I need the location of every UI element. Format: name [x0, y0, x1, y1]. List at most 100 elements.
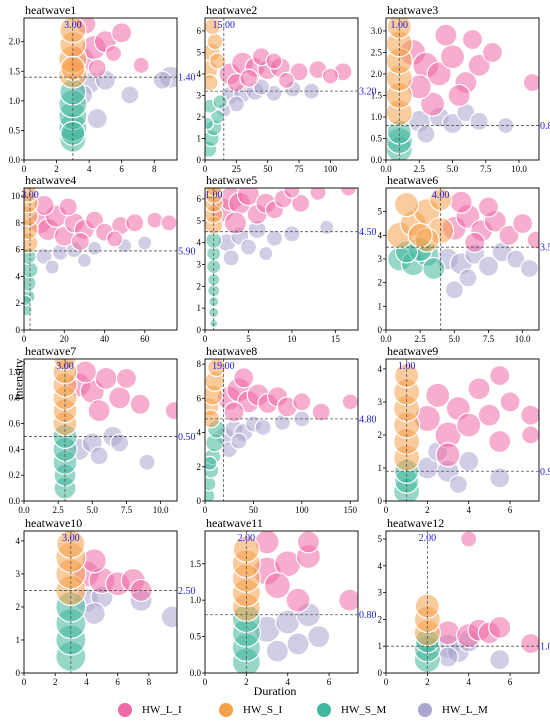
y-tick-label: 3	[197, 259, 202, 269]
bubble-point	[152, 70, 172, 90]
x-tick-label: 2	[53, 677, 58, 687]
y-tick-label: 5	[378, 207, 383, 217]
bubble-point	[205, 18, 222, 36]
bubble-point	[208, 306, 220, 319]
y-tick-label: 0	[197, 325, 202, 335]
y-axis-label: Intensity	[11, 358, 26, 401]
y-tick-label: 5	[197, 47, 202, 57]
bubble-point	[526, 230, 539, 250]
bubble-point	[458, 450, 480, 472]
reference-x-label: 3.00	[21, 190, 39, 201]
y-tick-label: 2	[378, 278, 383, 288]
bubble-point	[115, 367, 138, 389]
bubble-point	[137, 235, 153, 251]
bubble-point	[58, 197, 78, 217]
bubble-point	[425, 382, 451, 408]
reference-x-label: 3.00	[64, 20, 82, 31]
panel-title: heatwave1	[25, 3, 76, 17]
bubble-point	[223, 211, 248, 235]
bubble-point	[283, 188, 301, 199]
x-tick-label: 4	[466, 677, 471, 687]
bubble-point	[519, 258, 539, 279]
bubble-point	[108, 386, 132, 410]
bubble-point	[44, 259, 60, 275]
y-tick-label: 4	[16, 271, 21, 281]
bubble-point	[489, 467, 511, 489]
y-tick-label: 0.4	[9, 444, 21, 454]
x-tick-label: 0	[203, 164, 208, 174]
bubble-point	[76, 252, 92, 268]
bubble-point	[309, 188, 327, 201]
bubble-point	[441, 112, 464, 135]
bubble-point	[94, 366, 118, 390]
y-tick-label: 1.5	[190, 559, 202, 569]
reference-x-label: 1.00	[205, 190, 223, 201]
y-tick-label: 2	[16, 298, 21, 308]
reference-y-label: 1.00	[540, 642, 550, 653]
bubble-point	[338, 588, 358, 612]
y-tick-label: 0	[16, 325, 21, 335]
plot-frame	[204, 530, 359, 674]
bubble-point	[286, 632, 310, 656]
plot-frame	[385, 530, 540, 674]
y-tick-label: 0	[378, 496, 383, 506]
bubble-point	[209, 109, 226, 125]
bubble-point	[205, 116, 215, 131]
reference-x-label: 1.00	[398, 361, 416, 372]
x-tick-label: 15	[331, 334, 341, 344]
bubble-point	[239, 68, 259, 88]
bubble-point	[24, 188, 38, 203]
bubble-point	[277, 71, 296, 89]
x-tick-label: 10	[287, 334, 297, 344]
x-tick-label: 0.0	[380, 164, 392, 174]
y-tick-label: 3.0	[371, 26, 383, 36]
y-tick-label: 6	[197, 393, 202, 403]
y-tick-label: 0	[197, 155, 202, 165]
reference-x-label: 4.00	[432, 190, 450, 201]
y-tick-label: 4	[378, 561, 383, 571]
y-tick-label: 10	[11, 191, 21, 201]
y-tick-label: 1	[197, 133, 202, 143]
y-tick-label: 0.5	[9, 125, 21, 135]
reference-y-label: 0.80	[540, 121, 550, 132]
y-tick-label: 2.5	[371, 47, 383, 57]
y-tick-label: 1	[16, 635, 21, 645]
x-tick-label: 10.0	[153, 505, 169, 515]
plot-frame	[204, 187, 359, 331]
legend-label: HW_L_I	[142, 704, 182, 716]
bubble-point	[223, 401, 245, 423]
x-tick-label: 6	[327, 677, 332, 687]
x-tick-label: 0	[22, 164, 27, 174]
reference-x-label: 2.00	[419, 533, 437, 544]
x-tick-label: 7.5	[483, 334, 495, 344]
bubble-point	[522, 72, 539, 93]
x-tick-label: 0.0	[380, 334, 392, 344]
x-tick-label: 0.0	[18, 505, 30, 515]
bubble-point	[263, 572, 291, 600]
bubble-point	[319, 219, 335, 235]
bubble-point	[407, 222, 433, 248]
y-tick-label: 1	[197, 303, 202, 313]
bubble-group	[413, 531, 539, 673]
x-tick-label: 6	[119, 164, 124, 174]
legend-marker-hw-l-m	[418, 703, 432, 717]
y-tick-label: 3	[378, 254, 383, 264]
y-tick-label: 1.5	[371, 90, 383, 100]
bubble-point	[426, 61, 452, 87]
x-tick-label: 2	[425, 677, 430, 687]
y-tick-label: 0.5	[371, 133, 383, 143]
bubble-point	[164, 401, 177, 421]
y-tick-label: 1	[378, 641, 383, 651]
y-tick-label: 2.0	[371, 69, 383, 79]
y-tick-label: 1.0	[190, 595, 202, 605]
reference-x-label: 3.00	[56, 361, 74, 372]
x-tick-label: 150	[344, 505, 358, 515]
legend-label: HW_S_I	[243, 704, 283, 716]
bubble-point	[265, 639, 289, 663]
y-tick-label: 1	[378, 463, 383, 473]
legend-item-hw-s-m: HW_S_M	[317, 700, 386, 720]
x-tick-label: 50	[263, 164, 273, 174]
bubble-point	[448, 474, 468, 495]
x-tick-label: 0	[22, 334, 27, 344]
legend-label: HW_S_M	[341, 704, 387, 716]
